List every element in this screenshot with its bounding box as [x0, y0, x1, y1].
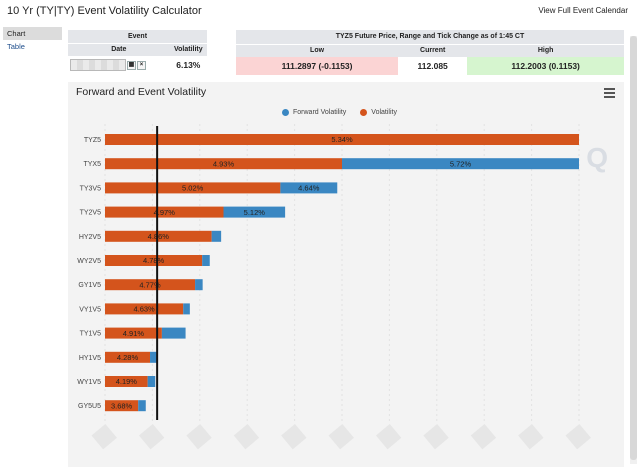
forward-volatility-bar: [202, 255, 210, 266]
legend-forward-label: Forward Volatility: [293, 109, 347, 116]
date-input[interactable]: [70, 59, 126, 71]
category-label: HY2V5: [79, 234, 101, 241]
x-tick-placeholder: [138, 423, 165, 450]
low-price-value: 111.2897 (-0.1153): [236, 57, 399, 75]
forward-volatility-bar: [280, 182, 338, 194]
volatility-bar: [105, 303, 184, 315]
sidebar-item-table[interactable]: Table: [7, 42, 25, 51]
forward-volatility-bar: [150, 351, 158, 363]
x-tick-placeholder: [423, 423, 449, 450]
calendar-icon[interactable]: ▦: [127, 60, 136, 70]
volatility-bar-label: 4.78%: [143, 256, 165, 265]
forward-volatility-bar: [183, 303, 190, 315]
volatility-bar-label: 4.91%: [123, 329, 145, 338]
low-header: Low: [236, 44, 399, 57]
volatility-bar-label: 4.63%: [133, 305, 155, 314]
volatility-bar-label: 5.02%: [182, 184, 204, 193]
current-header: Current: [398, 44, 468, 57]
x-tick-placeholder: [518, 423, 544, 450]
category-label: WY2V5: [77, 258, 101, 265]
volatility-bar-label: 4.97%: [154, 208, 176, 217]
app-title: 10 Yr (TY|TY) Event Volatility Calculato…: [7, 5, 202, 17]
x-tick-placeholder: [470, 423, 497, 450]
forward-volatility-bar-label: 5.12%: [244, 208, 266, 217]
volatility-bar: [105, 158, 342, 170]
category-label: VY1V5: [79, 306, 101, 313]
legend-volatility-label: Volatility: [371, 109, 397, 116]
volatility-bar-label: 5.34%: [331, 135, 353, 144]
x-tick-placeholder: [91, 423, 117, 450]
event-table: Event Date Volatility ▦ × 6.13%: [68, 30, 207, 74]
legend-forward-volatility[interactable]: Forward Volatility: [282, 109, 346, 116]
category-label: WY1V5: [77, 379, 101, 386]
bar-chart: TYZ5 5.34% TYX5 4.93% 5.72% TY3V5 5.02% 4.64% TY…: [77, 124, 591, 450]
date-cell: ▦ ×: [68, 56, 170, 74]
x-tick-placeholder: [375, 423, 402, 450]
chart-legend: Forward Volatility Volatility: [282, 109, 397, 116]
volatility-bar: [105, 182, 281, 194]
forward-volatility-bar: [342, 158, 579, 170]
current-price-value: 112.085: [417, 61, 448, 71]
volatility-bar-label: 4.28%: [117, 353, 139, 362]
price-table-title: TYZ5 Future Price, Range and Tick Change…: [236, 30, 624, 45]
volatility-bar-label: 4.19%: [116, 377, 138, 386]
category-label: TYX5: [83, 161, 101, 168]
chart-title: Forward and Event Volatility: [76, 86, 207, 98]
high-price-value: 112.2003 (0.1153): [467, 57, 624, 75]
forward-volatility-bar-label: 5.72%: [450, 159, 472, 168]
view-event-calendar-link[interactable]: View Full Event Calendar: [538, 6, 628, 15]
chart-panel: Forward and Event Volatility Forward Vol…: [68, 82, 624, 467]
scrollbar-thumb[interactable]: [630, 36, 637, 460]
x-tick-placeholder: [233, 423, 260, 450]
forward-volatility-bar: [223, 206, 286, 218]
hamburger-menu-icon[interactable]: [604, 88, 615, 98]
forward-volatility-bar: [138, 400, 146, 412]
x-tick-placeholder: [281, 423, 307, 450]
category-label: TY2V5: [80, 210, 102, 217]
legend-volatility-dot: [360, 109, 368, 116]
forward-volatility-bar: [211, 230, 222, 242]
volatility-header: Volatility: [169, 43, 207, 56]
volatility-bar-label: 4.93%: [213, 159, 235, 168]
category-label: GY1V5: [78, 282, 101, 289]
clear-icon[interactable]: ×: [137, 60, 146, 70]
volatility-bar: [105, 206, 224, 218]
x-tick-placeholder: [186, 423, 212, 450]
event-volatility-value: 6.13%: [176, 60, 201, 70]
sidebar-item-chart[interactable]: Chart: [3, 27, 62, 40]
high-header: High: [467, 44, 624, 57]
volatility-bar: [105, 134, 579, 145]
volatility-bar-label: 4.86%: [148, 232, 170, 241]
event-table-title: Event: [68, 30, 207, 44]
side-nav: Chart Table: [3, 27, 62, 53]
volatility-bar: [105, 230, 212, 242]
forward-volatility-bar: [195, 279, 203, 291]
volatility-bar-label: 4.77%: [139, 280, 161, 289]
watermark-logo: Q: [586, 142, 608, 173]
date-header: Date: [68, 43, 170, 56]
legend-volatility[interactable]: Volatility: [360, 109, 397, 116]
forward-volatility-bar-label: 4.64%: [298, 184, 320, 193]
volatility-bar: [105, 376, 148, 387]
category-label: TYZ5: [84, 137, 101, 144]
volatility-bar-label: 3.68%: [111, 401, 133, 410]
volatility-bar: [105, 255, 203, 266]
x-tick-placeholder: [565, 423, 591, 450]
legend-forward-dot: [282, 109, 289, 116]
volatility-bar: [105, 327, 162, 339]
price-table: TYZ5 Future Price, Range and Tick Change…: [236, 30, 624, 75]
category-label: GY5U5: [78, 403, 101, 410]
volatility-bar: [105, 279, 196, 291]
category-label: TY1V5: [80, 331, 102, 338]
volatility-bar: [105, 351, 151, 363]
forward-volatility-bar: [161, 327, 186, 339]
category-label: HY1V5: [79, 355, 101, 362]
forward-volatility-bar: [147, 376, 156, 387]
x-tick-placeholder: [328, 423, 354, 450]
volatility-bar: [105, 400, 139, 412]
category-label: TY3V5: [80, 185, 102, 192]
scrollbar[interactable]: [630, 36, 637, 464]
